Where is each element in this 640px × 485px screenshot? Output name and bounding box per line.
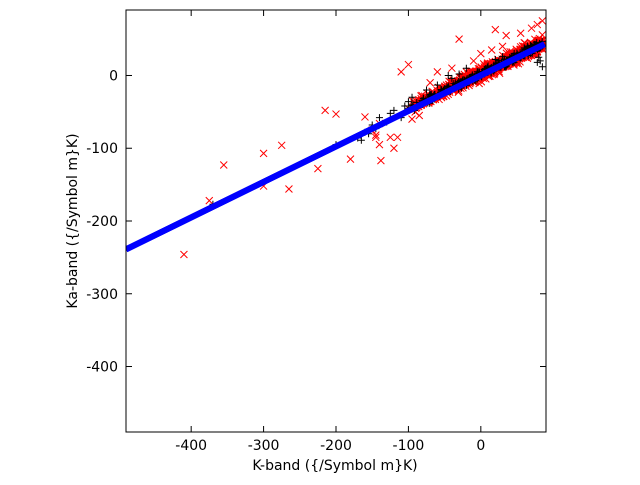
black-plus-point	[533, 58, 541, 66]
x-tick-label: -100	[393, 438, 425, 454]
red-x-point	[448, 64, 456, 73]
red-x-point	[404, 60, 413, 69]
red-x-point	[433, 67, 442, 76]
black-plus-point	[536, 57, 544, 65]
black-plus-point	[538, 63, 546, 71]
x-tick-label: -200	[320, 438, 352, 454]
black-plus-point	[404, 98, 412, 106]
x-tick-label: -400	[175, 438, 207, 454]
black-plus-point	[499, 53, 507, 61]
black-plus-point	[401, 102, 409, 110]
red-x-point	[332, 110, 340, 118]
red-x-point	[205, 196, 214, 205]
red-x-point	[361, 113, 369, 121]
black-plus-point	[423, 86, 431, 94]
red-x-point	[502, 31, 511, 40]
red-x-point	[397, 67, 406, 76]
y-tick-label: -100	[86, 141, 118, 157]
red-x-point	[285, 185, 293, 193]
black-plus-point	[357, 136, 365, 144]
red-x-point	[491, 25, 500, 34]
fit-line-overlay	[126, 41, 546, 253]
red-x-point	[321, 106, 329, 115]
red-x-point	[538, 17, 546, 25]
red-x-point	[277, 141, 286, 150]
red-x-point	[462, 67, 471, 76]
red-x-point	[259, 149, 268, 158]
red-x-point	[180, 250, 188, 259]
red-x-point	[346, 155, 355, 164]
black-plus-point	[520, 44, 528, 52]
black-plus-point	[408, 93, 416, 101]
red-x-point	[533, 20, 542, 29]
black-plus-point	[444, 71, 452, 79]
black-plus-point	[390, 106, 398, 114]
points-layer	[126, 17, 546, 259]
ticks-layer: -400 -300 -200 -100 0 0 -100 -200 -300 -400	[86, 10, 546, 454]
red-x-point	[469, 57, 478, 65]
red-x-point	[371, 131, 380, 139]
red-x-point	[498, 42, 507, 51]
red-x-point	[314, 164, 322, 173]
y-tick-label: 0	[109, 68, 118, 84]
black-plus-point	[491, 55, 499, 63]
black-plus-point	[426, 90, 434, 98]
y-axis-label: Ka-band ({/Symbol m}K)	[65, 133, 81, 308]
x-tick-label: -300	[248, 438, 280, 454]
black-plus-point	[462, 64, 470, 72]
red-x-point	[377, 156, 385, 165]
red-x-point	[386, 133, 395, 142]
red-x-point	[408, 97, 417, 105]
red-x-point	[393, 133, 402, 142]
y-tick-label: -200	[86, 214, 118, 230]
red-x-point	[487, 46, 496, 54]
black-plus-point	[455, 70, 463, 78]
red-x-point	[408, 115, 416, 123]
black-plus-point	[433, 81, 441, 89]
y-tick-label: -300	[86, 287, 118, 303]
black-plus-point	[448, 74, 456, 82]
red-x-point	[415, 111, 424, 120]
red-x-point	[390, 144, 398, 153]
red-x-point	[371, 133, 380, 142]
x-axis-label: K-band ({/Symbol m}K)	[252, 458, 417, 474]
black-plus-point	[535, 53, 543, 61]
black-plus-point	[375, 114, 383, 122]
red-x-point	[375, 140, 384, 149]
red-x-point	[219, 161, 228, 169]
x-tick-label: 0	[476, 438, 485, 454]
red-x-point	[476, 49, 485, 58]
red-x-point	[527, 24, 536, 33]
red-x-point	[520, 38, 529, 47]
red-x-point	[516, 29, 525, 38]
y-tick-label: -400	[86, 360, 118, 376]
black-plus-point	[386, 109, 394, 117]
black-plus-point	[484, 62, 492, 70]
red-x-point	[426, 78, 434, 87]
red-x-point	[455, 35, 463, 43]
